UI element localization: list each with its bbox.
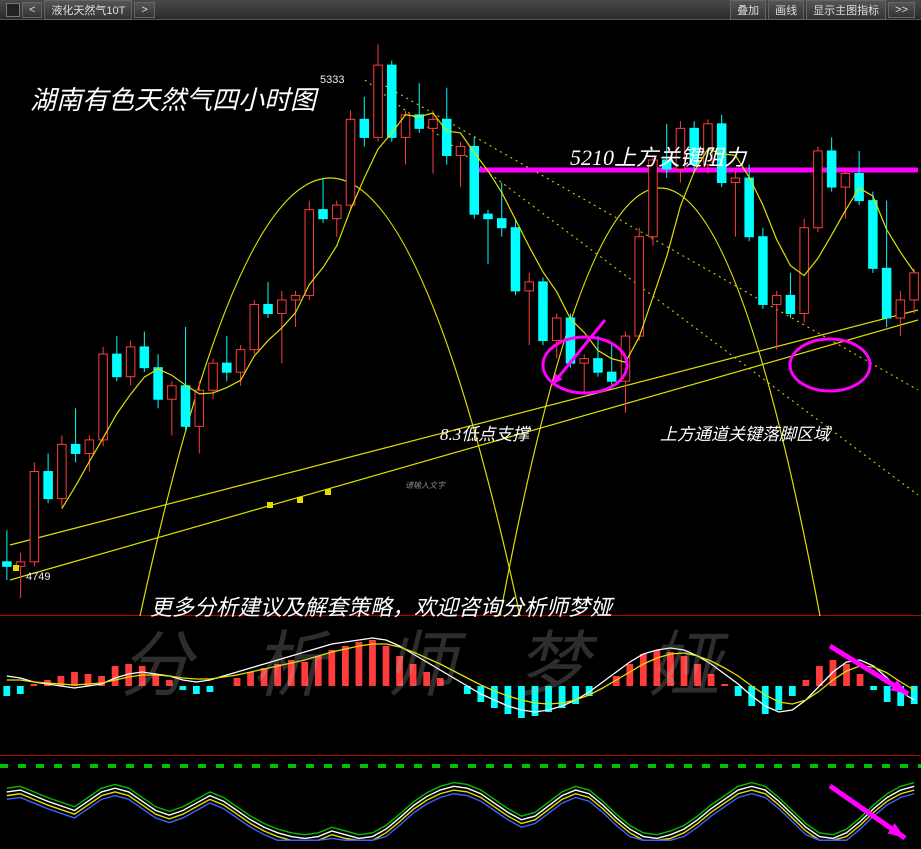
prev-button[interactable]: < [22,2,42,18]
chart-title: 湖南有色天然气四小时图 [30,80,316,117]
main-candlestick-chart[interactable]: 湖南有色天然气四小时图 5333 4749 5210上方关键阻力 8.3低点支撑… [0,20,921,616]
more-button[interactable]: >> [888,2,915,18]
next-button[interactable]: > [134,2,154,18]
overlay-button[interactable]: 叠加 [730,0,766,20]
low-price-label: 4749 [26,571,50,583]
toolbar-square-icon [6,3,20,17]
zone-label: 上方通道关键落脚区域 [660,420,830,445]
macd-indicator-chart[interactable]: 分析师梦娅 [0,616,921,756]
peak-price-label: 5333 [320,74,344,86]
tiny-label: 请输入文字 [405,480,445,491]
draw-button[interactable]: 画线 [768,0,804,20]
resistance-label: 5210上方关键阻力 [570,140,746,172]
indicator-button[interactable]: 显示主图指标 [806,0,886,20]
stochastic-indicator-chart[interactable] [0,756,921,849]
symbol-selector[interactable]: 液化天然气10T [44,0,132,20]
support-label: 8.3低点支撑 [440,420,529,445]
toolbar: < 液化天然气10T > 叠加 画线 显示主图指标 >> [0,0,921,20]
